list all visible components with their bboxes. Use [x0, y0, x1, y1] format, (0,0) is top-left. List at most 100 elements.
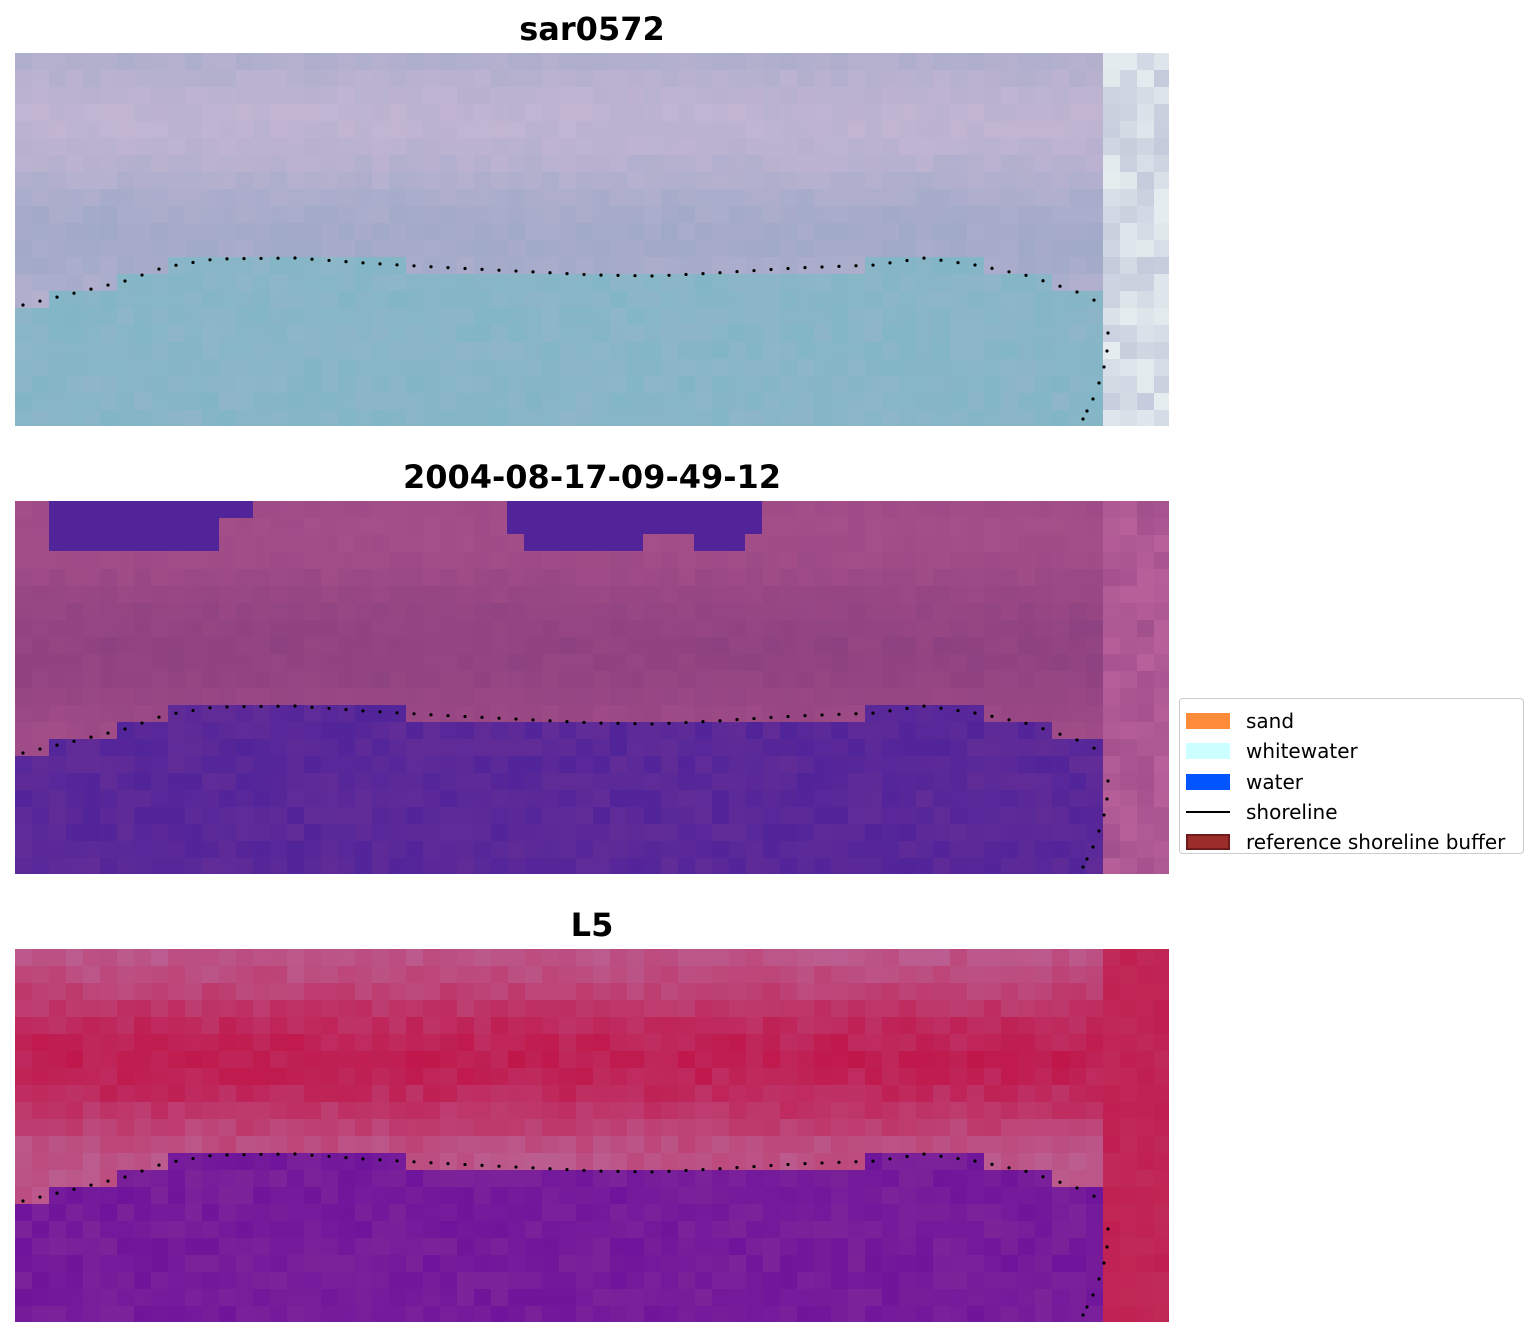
- legend-item-whitewater: whitewater: [1186, 736, 1523, 766]
- image-pixel: [814, 189, 832, 207]
- image-pixel: [270, 121, 288, 139]
- image-pixel: [1137, 705, 1155, 723]
- image-pixel: [1154, 138, 1169, 156]
- image-pixel: [440, 586, 458, 604]
- image-pixel: [49, 586, 67, 604]
- image-pixel: [695, 1272, 713, 1290]
- image-pixel: [559, 342, 577, 360]
- shoreline-dot: [208, 258, 212, 262]
- image-pixel: [1120, 1221, 1138, 1239]
- image-pixel: [168, 291, 186, 309]
- image-pixel: [100, 1289, 118, 1307]
- image-pixel: [474, 274, 492, 292]
- image-pixel: [219, 104, 237, 122]
- image-pixel: [219, 552, 237, 570]
- image-pixel: [1086, 1000, 1104, 1018]
- image-pixel: [134, 1170, 152, 1188]
- image-pixel: [933, 1034, 951, 1052]
- shoreline-dot: [123, 727, 127, 731]
- image-pixel: [593, 603, 611, 621]
- image-pixel: [372, 1119, 390, 1137]
- image-pixel: [372, 155, 390, 173]
- image-pixel: [1103, 257, 1121, 275]
- shoreline-dot: [310, 1153, 314, 1157]
- image-pixel: [389, 53, 407, 71]
- image-pixel: [406, 637, 424, 655]
- image-pixel: [916, 291, 934, 309]
- image-pixel: [1001, 1034, 1019, 1052]
- image-pixel: [287, 257, 305, 275]
- image-pixel: [219, 206, 237, 224]
- image-pixel: [202, 1034, 220, 1052]
- image-pixel: [916, 410, 934, 426]
- shoreline-dot: [718, 1167, 722, 1171]
- image-pixel: [66, 569, 84, 587]
- image-pixel: [797, 1068, 815, 1086]
- image-pixel: [661, 1289, 679, 1307]
- image-pixel: [780, 87, 798, 105]
- image-pixel: [593, 1102, 611, 1120]
- image-pixel: [83, 308, 101, 326]
- image-pixel: [151, 342, 169, 360]
- image-pixel: [678, 949, 696, 967]
- image-pixel: [15, 1272, 33, 1290]
- image-pixel: [831, 637, 849, 655]
- image-pixel: [593, 1017, 611, 1035]
- image-pixel: [270, 756, 288, 774]
- image-pixel: [338, 1102, 356, 1120]
- image-pixel: [491, 949, 509, 967]
- image-pixel: [1001, 807, 1019, 825]
- image-pixel: [542, 688, 560, 706]
- image-pixel: [355, 1289, 373, 1307]
- image-pixel: [1001, 1153, 1019, 1171]
- image-pixel: [372, 949, 390, 967]
- image-pixel: [967, 1136, 985, 1154]
- image-pixel: [746, 1272, 764, 1290]
- image-pixel: [304, 705, 322, 723]
- image-pixel: [1001, 552, 1019, 570]
- image-pixel: [593, 1221, 611, 1239]
- image-pixel: [1035, 240, 1053, 258]
- image-pixel: [202, 552, 220, 570]
- image-pixel: [219, 1153, 237, 1171]
- image-pixel: [729, 1068, 747, 1086]
- image-pixel: [389, 1170, 407, 1188]
- image-pixel: [49, 722, 67, 740]
- image-pixel: [593, 569, 611, 587]
- image-pixel: [457, 1204, 475, 1222]
- image-pixel: [15, 858, 33, 874]
- image-pixel: [508, 291, 526, 309]
- image-pixel: [355, 790, 373, 808]
- image-pixel: [542, 53, 560, 71]
- image-pixel: [1137, 53, 1155, 71]
- image-pixel: [355, 518, 373, 536]
- image-pixel: [1120, 1000, 1138, 1018]
- image-pixel: [950, 376, 968, 394]
- image-pixel: [83, 1255, 101, 1273]
- image-pixel: [440, 53, 458, 71]
- image-pixel: [661, 138, 679, 156]
- image-pixel: [797, 569, 815, 587]
- image-pixel: [797, 1051, 815, 1069]
- image-pixel: [389, 1119, 407, 1137]
- image-pixel: [338, 189, 356, 207]
- image-pixel: [593, 155, 611, 173]
- image-pixel: [185, 223, 203, 241]
- image-pixel: [491, 1085, 509, 1103]
- image-pixel: [950, 1136, 968, 1154]
- image-pixel: [15, 1221, 33, 1239]
- image-pixel: [49, 620, 67, 638]
- image-pixel: [355, 586, 373, 604]
- image-pixel: [1035, 1187, 1053, 1205]
- image-pixel: [202, 189, 220, 207]
- image-pixel: [100, 1153, 118, 1171]
- image-pixel: [661, 1187, 679, 1205]
- image-pixel: [899, 1204, 917, 1222]
- image-pixel: [678, 620, 696, 638]
- image-pixel: [49, 858, 67, 874]
- image-pixel: [576, 949, 594, 967]
- image-pixel: [831, 552, 849, 570]
- image-pixel: [304, 569, 322, 587]
- image-pixel: [916, 1068, 934, 1086]
- image-pixel: [219, 70, 237, 88]
